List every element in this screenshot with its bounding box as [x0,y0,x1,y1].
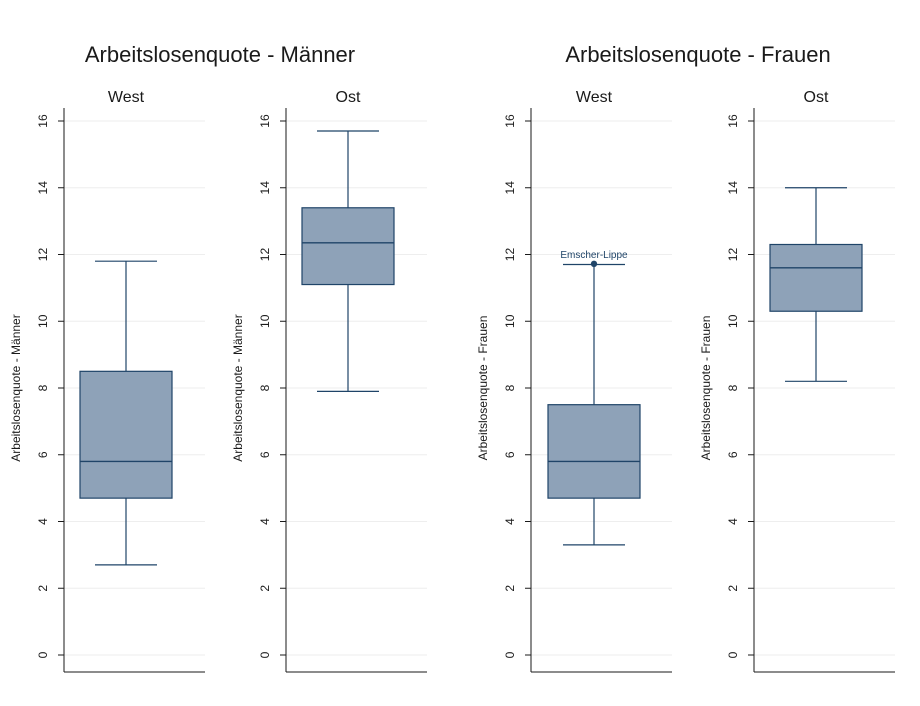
y-tick-label: 16 [36,114,50,128]
y-tick-label: 12 [36,248,50,262]
y-tick-label: 2 [503,585,517,592]
y-tick-label: 6 [258,451,272,458]
panel-subtitle: Ost [804,89,829,106]
iqr-box [79,370,173,499]
y-tick-label: 4 [503,518,517,525]
y-tick-label: 0 [503,651,517,658]
y-tick-label: 10 [503,314,517,328]
outlier-label: Emscher-Lippe [560,250,628,261]
y-tick-label: 12 [726,248,740,262]
y-tick-label: 8 [503,384,517,391]
y-tick-label: 10 [258,314,272,328]
y-tick-label: 12 [258,248,272,262]
y-tick-label: 8 [726,384,740,391]
y-tick-label: 16 [258,114,272,128]
panel-4: Ost 0 2 4 6 8 10 12 14 16 Arbeitslosenquote - Frau… [699,89,895,673]
y-tick-label: 2 [258,585,272,592]
y-tick-label: 0 [726,651,740,658]
panel-2: Ost 0 2 4 6 8 10 12 14 16 Arbeitslosenquote - Männ… [231,89,427,673]
iqr-box [769,243,863,312]
panel-3: West 0 2 4 6 8 10 12 14 16 Arbeitslosenquote - Fra… [476,89,672,673]
y-tick-label: 6 [36,451,50,458]
y-tick-label: 4 [726,518,740,525]
y-tick-label: 10 [726,314,740,328]
y-tick-label: 0 [258,651,272,658]
panel-subtitle: Ost [336,89,361,106]
panel-subtitle: West [108,89,145,106]
y-tick-label: 2 [726,585,740,592]
y-tick-label: 12 [503,248,517,262]
y-tick-label: 6 [726,451,740,458]
y-tick-label: 10 [36,314,50,328]
y-tick-label: 8 [258,384,272,391]
y-tick-label: 2 [36,585,50,592]
y-tick-label: 4 [36,518,50,525]
y-tick-label: 14 [258,181,272,195]
y-tick-label: 8 [36,384,50,391]
y-tick-label: 14 [36,181,50,195]
y-axis-title: Arbeitslosenquote - Frauen [476,316,490,461]
group-title-maenner: Arbeitslosenquote - Männer [85,42,355,67]
y-tick-label: 16 [503,114,517,128]
y-tick-label: 16 [726,114,740,128]
iqr-box [547,404,641,499]
outlier-point [590,260,598,268]
panel-1: West 0 2 4 6 8 10 12 14 16 Arbeitslosenquote - Män… [9,89,205,673]
iqr-box [301,207,395,286]
y-axis-title: Arbeitslosenquote - Frauen [699,316,713,461]
y-tick-label: 6 [503,451,517,458]
y-tick-label: 14 [726,181,740,195]
y-axis-title: Arbeitslosenquote - Männer [9,314,23,461]
y-tick-label: 0 [36,651,50,658]
panels: West 0 2 4 6 8 10 12 14 16 Arbeitslosenquote - Män… [9,89,895,673]
panel-subtitle: West [576,89,613,106]
y-axis-title: Arbeitslosenquote - Männer [231,314,245,461]
y-tick-label: 4 [258,518,272,525]
y-tick-label: 14 [503,181,517,195]
group-title-frauen: Arbeitslosenquote - Frauen [565,42,830,67]
